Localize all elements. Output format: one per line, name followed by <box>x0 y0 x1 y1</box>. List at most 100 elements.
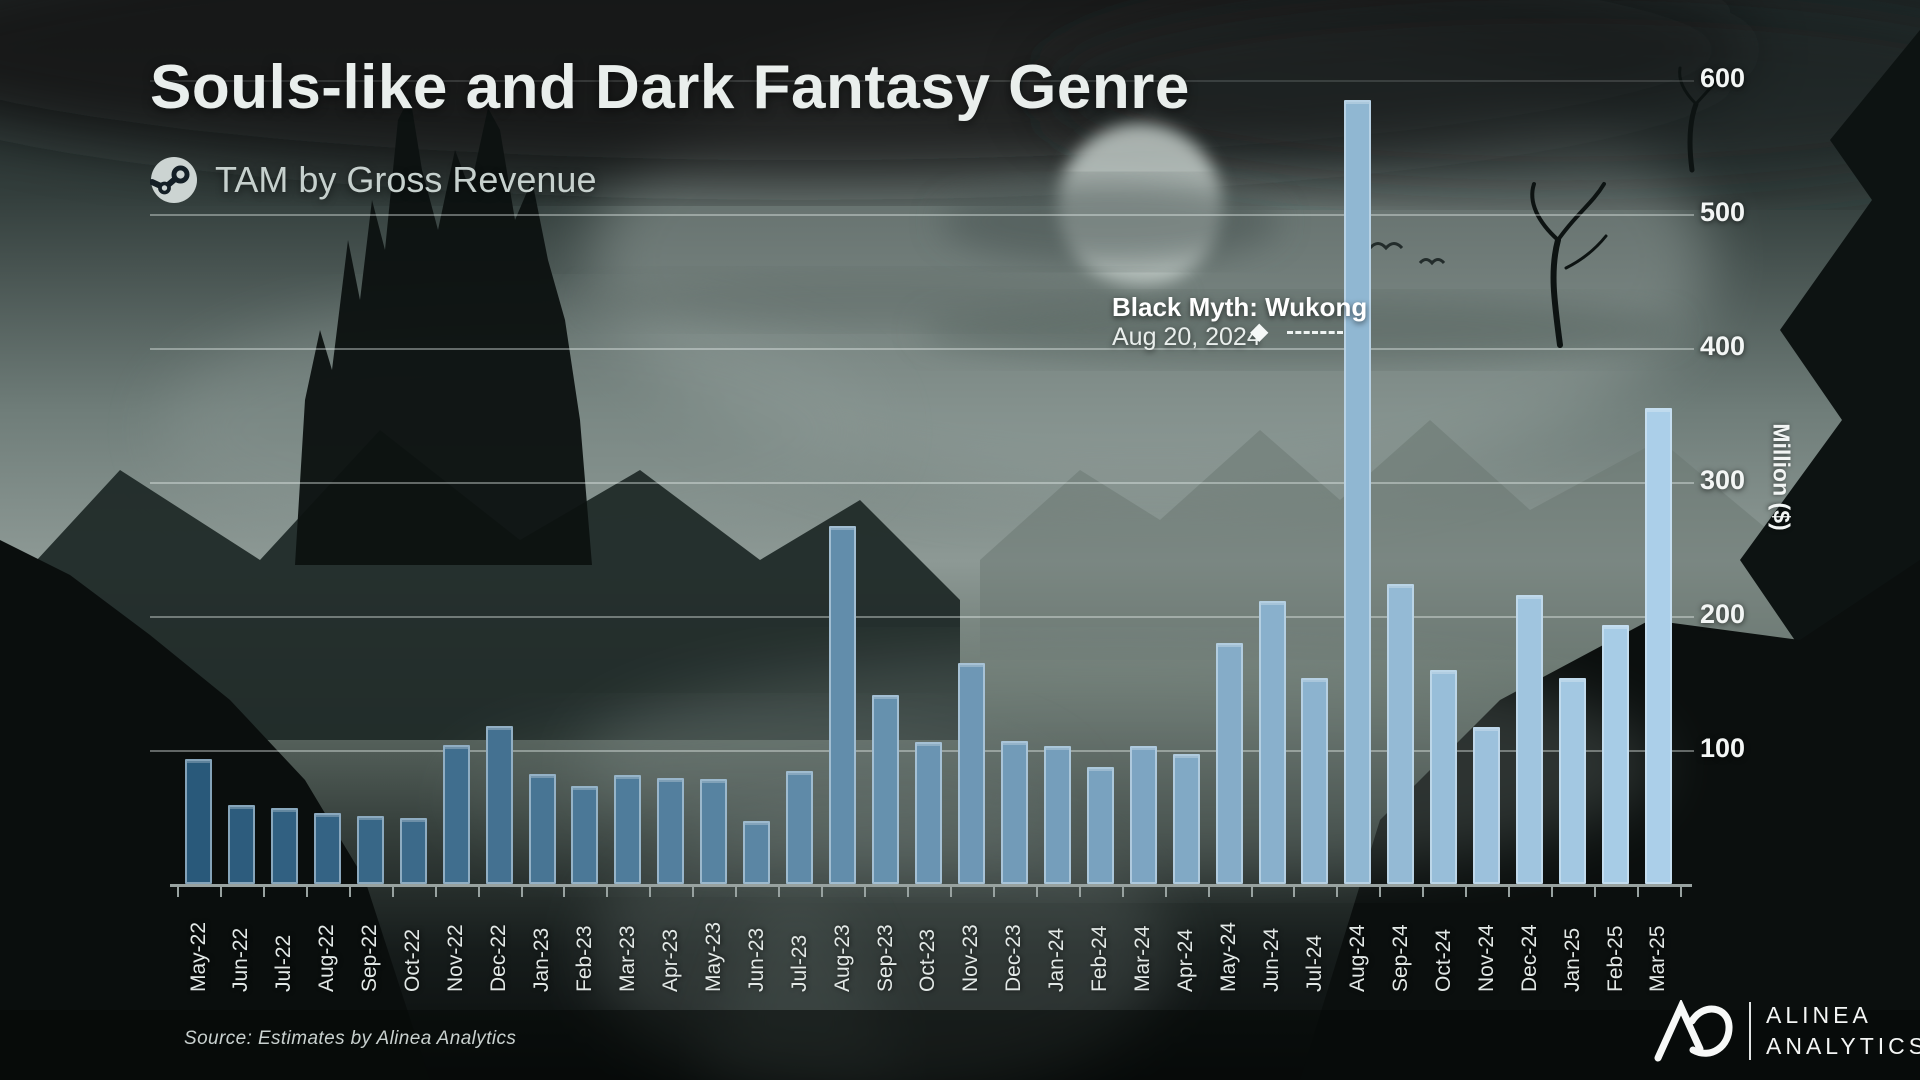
bar-Dec-24 <box>1516 594 1544 884</box>
x-axis-tick <box>219 887 222 897</box>
logo-line-1: ALINEA <box>1766 1002 1872 1028</box>
logo-line-2: ANALYTICS <box>1766 1033 1920 1059</box>
bar-Sep-22 <box>356 815 384 884</box>
x-axis-tick <box>992 887 995 897</box>
x-label-May-23: May-23 <box>701 921 725 992</box>
x-label-Oct-23: Oct-23 <box>916 928 940 992</box>
bar-Feb-25 <box>1602 625 1630 884</box>
bar-Dec-23 <box>1000 740 1028 884</box>
bar-Apr-24 <box>1172 754 1200 884</box>
x-label-Jun-23: Jun-23 <box>744 927 768 992</box>
x-label-Feb-23: Feb-23 <box>572 925 596 992</box>
bar-Jan-24 <box>1043 745 1071 884</box>
bar-Oct-23 <box>914 741 942 884</box>
gridline-300 <box>150 482 1694 484</box>
x-axis-tick <box>1336 887 1339 897</box>
gridline-500 <box>150 214 1694 216</box>
x-label-Mar-25: Mar-25 <box>1646 925 1670 992</box>
x-label-Aug-24: Aug-24 <box>1345 924 1369 992</box>
x-axis-tick <box>1379 887 1382 897</box>
x-axis-tick <box>563 887 566 897</box>
bar-Jul-23 <box>786 771 814 884</box>
y-axis-title: Million ($) <box>1768 423 1795 531</box>
x-label-Aug-23: Aug-23 <box>830 924 854 992</box>
x-axis-tick <box>1207 887 1210 897</box>
y-tick-label-300: 300 <box>1700 465 1746 495</box>
x-label-Oct-22: Oct-22 <box>401 928 425 992</box>
x-label-Dec-22: Dec-22 <box>487 924 511 992</box>
x-axis-tick <box>649 887 652 897</box>
x-label-May-24: May-24 <box>1217 921 1241 992</box>
x-axis-tick <box>1551 887 1554 897</box>
bar-May-22 <box>185 759 212 884</box>
y-tick-label-500: 500 <box>1700 197 1746 227</box>
x-axis-tick <box>477 887 480 897</box>
annotation-date: Aug 20, 2024 <box>1112 323 1261 351</box>
x-label-Dec-23: Dec-23 <box>1002 924 1026 992</box>
page-title: Souls-like and Dark Fantasy Genre <box>150 53 1190 122</box>
x-axis-tick <box>262 887 265 897</box>
x-axis-tick <box>1164 887 1167 897</box>
x-label-Sep-22: Sep-22 <box>358 924 382 992</box>
x-label-Nov-23: Nov-23 <box>959 924 983 992</box>
x-label-Sep-23: Sep-23 <box>873 924 897 992</box>
y-tick-label-200: 200 <box>1700 599 1746 629</box>
x-axis-tick <box>949 887 952 897</box>
annotation-dashed-line <box>1287 331 1343 334</box>
x-axis-tick <box>692 887 695 897</box>
x-axis-tick <box>778 887 781 897</box>
x-axis-tick <box>1035 887 1038 897</box>
logo-text: ALINEA ANALYTICS <box>1766 1000 1920 1062</box>
x-label-Apr-24: Apr-24 <box>1174 928 1198 992</box>
x-label-Dec-24: Dec-24 <box>1517 924 1541 992</box>
x-label-Jul-22: Jul-22 <box>272 934 296 992</box>
bar-Nov-22 <box>442 744 470 884</box>
x-label-Jun-22: Jun-22 <box>229 927 253 992</box>
bar-Jun-22 <box>227 804 255 884</box>
x-axis-tick <box>520 887 523 897</box>
bar-Aug-24 <box>1344 100 1372 884</box>
bar-Sep-23 <box>872 695 900 884</box>
bar-Mar-24 <box>1129 745 1157 884</box>
x-label-Jan-25: Jan-25 <box>1560 927 1584 992</box>
x-label-Oct-24: Oct-24 <box>1431 928 1455 992</box>
x-label-Mar-24: Mar-24 <box>1131 925 1155 992</box>
bar-Feb-23 <box>571 786 599 884</box>
subtitle-row: TAM by Gross Revenue <box>150 156 596 204</box>
bar-Dec-22 <box>485 725 513 884</box>
x-axis-tick <box>305 887 308 897</box>
bar-Jun-24 <box>1258 601 1286 884</box>
x-label-Jul-24: Jul-24 <box>1302 934 1326 992</box>
x-axis-tick <box>434 887 437 897</box>
x-label-Jul-23: Jul-23 <box>787 934 811 992</box>
steam-icon <box>150 157 197 203</box>
x-axis-tick <box>1636 887 1639 897</box>
bar-Jul-24 <box>1301 677 1329 884</box>
x-axis-tick <box>1250 887 1253 897</box>
chart-subtitle: TAM by Gross Revenue <box>215 159 597 200</box>
bar-Aug-22 <box>313 812 341 884</box>
x-axis-tick <box>1078 887 1081 897</box>
bar-Sep-24 <box>1387 583 1415 884</box>
x-label-Jun-24: Jun-24 <box>1260 927 1283 992</box>
x-label-Jan-23: Jan-23 <box>530 927 554 992</box>
x-axis-tick <box>1465 887 1468 897</box>
logo-divider <box>1749 1002 1751 1060</box>
bar-Jan-23 <box>528 774 556 884</box>
x-axis-tick <box>177 887 180 897</box>
bar-Mar-23 <box>614 775 642 884</box>
bar-Jun-23 <box>743 821 771 884</box>
x-label-Feb-24: Feb-24 <box>1088 925 1112 992</box>
x-axis-tick <box>1508 887 1511 897</box>
x-axis-tick <box>606 887 609 897</box>
x-label-Jan-24: Jan-24 <box>1045 927 1069 992</box>
x-label-Feb-25: Feb-25 <box>1603 925 1627 992</box>
bar-Jan-25 <box>1559 677 1587 884</box>
x-axis-tick <box>1679 887 1682 897</box>
x-label-Aug-22: Aug-22 <box>315 924 339 992</box>
x-axis-tick <box>1293 887 1296 897</box>
x-label-Nov-22: Nov-22 <box>444 924 468 992</box>
gridline-600 <box>150 80 1694 82</box>
bar-Jul-22 <box>270 807 298 884</box>
